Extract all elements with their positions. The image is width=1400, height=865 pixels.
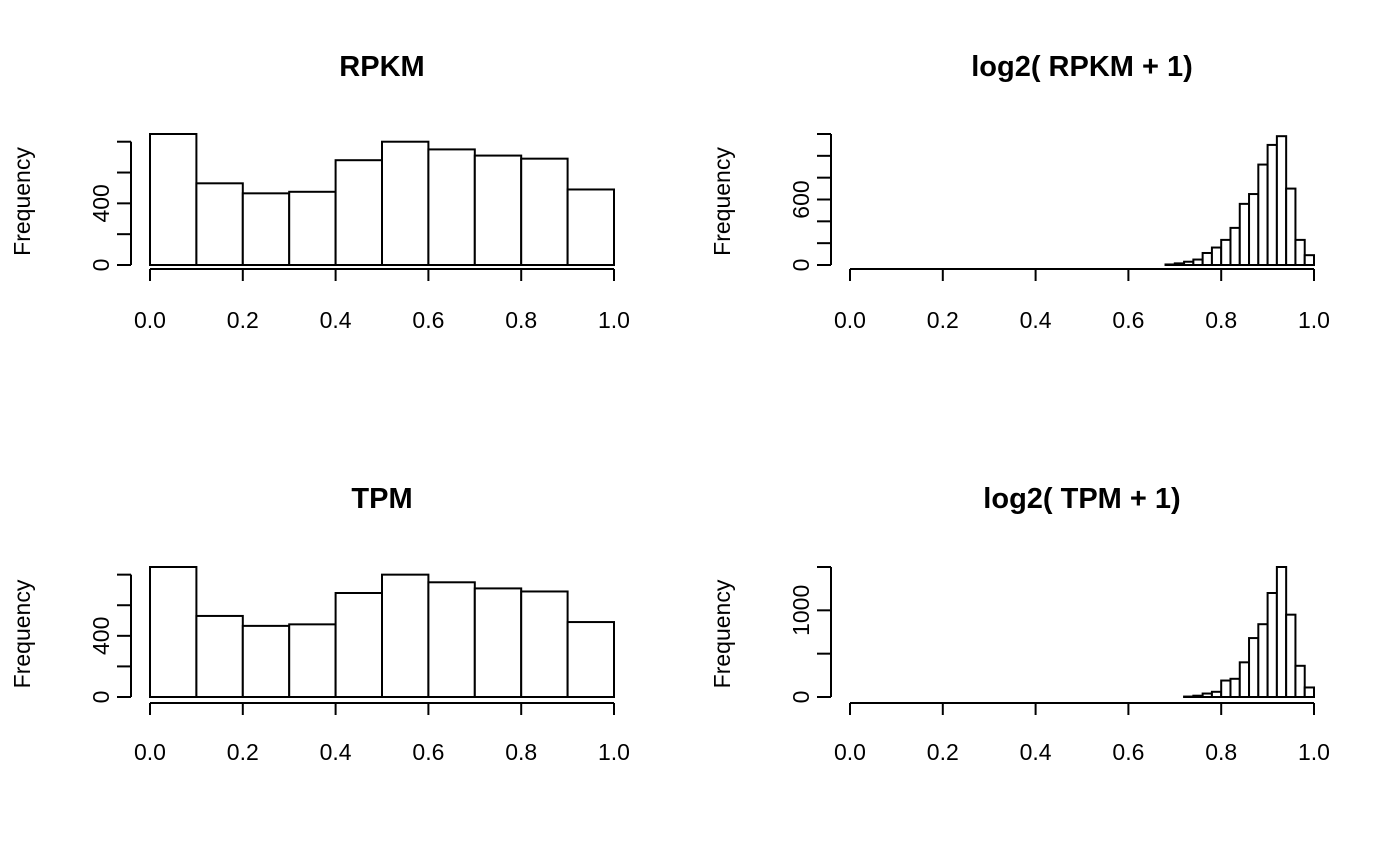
x-tick-label: 0.6 — [412, 739, 444, 765]
histogram-bar — [1173, 262, 1186, 266]
histogram-bar — [427, 581, 476, 699]
histogram-bar — [1192, 694, 1204, 699]
histogram-bar — [1229, 226, 1241, 266]
histogram-bar — [1285, 187, 1297, 266]
chart-title: TPM — [351, 483, 412, 515]
y-tick-label: 0 — [788, 259, 814, 272]
x-tick-label: 0.6 — [1112, 739, 1144, 765]
histogram-bar — [1210, 246, 1223, 267]
x-tick-label: 0.0 — [834, 307, 866, 333]
histogram-bar — [1164, 263, 1176, 266]
histogram-bar — [334, 592, 384, 698]
histogram-bar — [1210, 690, 1223, 698]
y-axis-label: Frequency — [9, 147, 35, 256]
histogram-bar — [1229, 677, 1241, 698]
x-tick-label: 0.0 — [134, 739, 166, 765]
x-tick-label: 0.8 — [505, 739, 537, 765]
histogram-bar — [1285, 613, 1297, 699]
x-tick-label: 0.2 — [927, 739, 959, 765]
histogram-bar — [566, 621, 615, 699]
y-tick-label: 400 — [88, 617, 114, 655]
y-tick-label: 600 — [788, 180, 814, 218]
histogram-bar — [1266, 592, 1278, 698]
histogram-bar — [1257, 163, 1269, 266]
chart-title: log2( TPM + 1) — [983, 483, 1180, 515]
histogram-bar — [241, 192, 291, 266]
histogram-bar — [1220, 238, 1232, 266]
panel-log2-tpm: log2( TPM + 1) 0.0 0.2 0.4 0.6 0.8 1.0 0 1000 Fre… — [709, 483, 1330, 765]
panel-rpkm: RPKM 0.0 0.2 0.4 0.6 0.8 1.0 0 400 Frequency — [9, 51, 630, 333]
histogram-bar — [241, 624, 291, 698]
histogram-bar — [1220, 679, 1232, 698]
histogram-bar — [1238, 661, 1251, 698]
y-tick-label: 400 — [88, 184, 114, 222]
histogram-bar — [520, 157, 569, 267]
x-tick-label: 1.0 — [598, 307, 630, 333]
y-axis-label: Frequency — [9, 579, 35, 688]
histogram-bar — [520, 590, 569, 698]
x-tick-label: 0.0 — [834, 739, 866, 765]
histogram-bar — [381, 573, 430, 698]
histogram-bar — [1248, 193, 1260, 267]
x-tick-label: 0.6 — [1112, 307, 1144, 333]
x-tick-label: 1.0 — [598, 739, 630, 765]
histogram-bar — [1294, 238, 1306, 266]
histogram-bar — [566, 188, 615, 266]
histogram-bar — [1266, 143, 1278, 267]
histogram-bar — [1201, 692, 1213, 698]
x-tick-label: 0.8 — [1205, 307, 1237, 333]
x-tick-label: 0.6 — [412, 307, 444, 333]
x-tick-label: 0.4 — [320, 739, 352, 765]
histogram-bar — [427, 148, 476, 266]
y-tick-label: 1000 — [788, 585, 814, 636]
histogram-bar — [1275, 566, 1288, 698]
histogram-bar — [473, 587, 523, 698]
x-tick-label: 0.8 — [505, 307, 537, 333]
histogram-bar — [288, 190, 337, 266]
x-tick-label: 0.0 — [134, 307, 166, 333]
histogram-bar — [288, 623, 337, 699]
x-tick-label: 1.0 — [1298, 739, 1330, 765]
histogram-bar — [195, 614, 244, 698]
x-tick-label: 0.4 — [1020, 739, 1052, 765]
panel-tpm: TPM 0.0 0.2 0.4 0.6 0.8 1.0 0 400 Frequency — [9, 483, 630, 765]
histogram-bar — [1201, 251, 1213, 267]
histogram-bar — [1294, 664, 1306, 698]
histogram-bar — [149, 133, 198, 266]
x-tick-label: 0.8 — [1205, 739, 1237, 765]
y-axis-label: Frequency — [709, 147, 735, 256]
x-tick-label: 0.2 — [927, 307, 959, 333]
x-tick-label: 0.4 — [320, 307, 352, 333]
y-axis-label: Frequency — [709, 579, 735, 688]
y-tick-label: 0 — [88, 691, 114, 704]
histogram-bar — [195, 182, 244, 266]
histogram-bar — [149, 566, 198, 698]
histogram-bar — [334, 159, 384, 266]
x-tick-label: 0.2 — [227, 307, 259, 333]
histogram-bar — [1303, 254, 1315, 267]
x-tick-label: 0.4 — [1020, 307, 1052, 333]
histogram-bar — [1257, 623, 1269, 699]
histogram-bar — [381, 140, 430, 267]
x-tick-label: 0.2 — [227, 739, 259, 765]
chart-title: RPKM — [339, 51, 424, 83]
chart-title: log2( RPKM + 1) — [971, 51, 1193, 83]
y-tick-label: 0 — [788, 691, 814, 704]
histogram-bar — [1275, 135, 1288, 266]
panel-log2-rpkm: log2( RPKM + 1) 0.0 0.2 0.4 0.6 0.8 1.0 0 600 Fre… — [709, 51, 1330, 333]
x-tick-label: 1.0 — [1298, 307, 1330, 333]
y-tick-label: 0 — [88, 259, 114, 272]
histogram-bar — [1248, 637, 1260, 698]
histogram-bar — [1238, 202, 1251, 267]
histogram-bar — [473, 154, 523, 267]
histogram-bar — [1303, 686, 1315, 699]
histogram-bar — [1183, 260, 1195, 267]
histogram-bar — [1192, 258, 1204, 266]
